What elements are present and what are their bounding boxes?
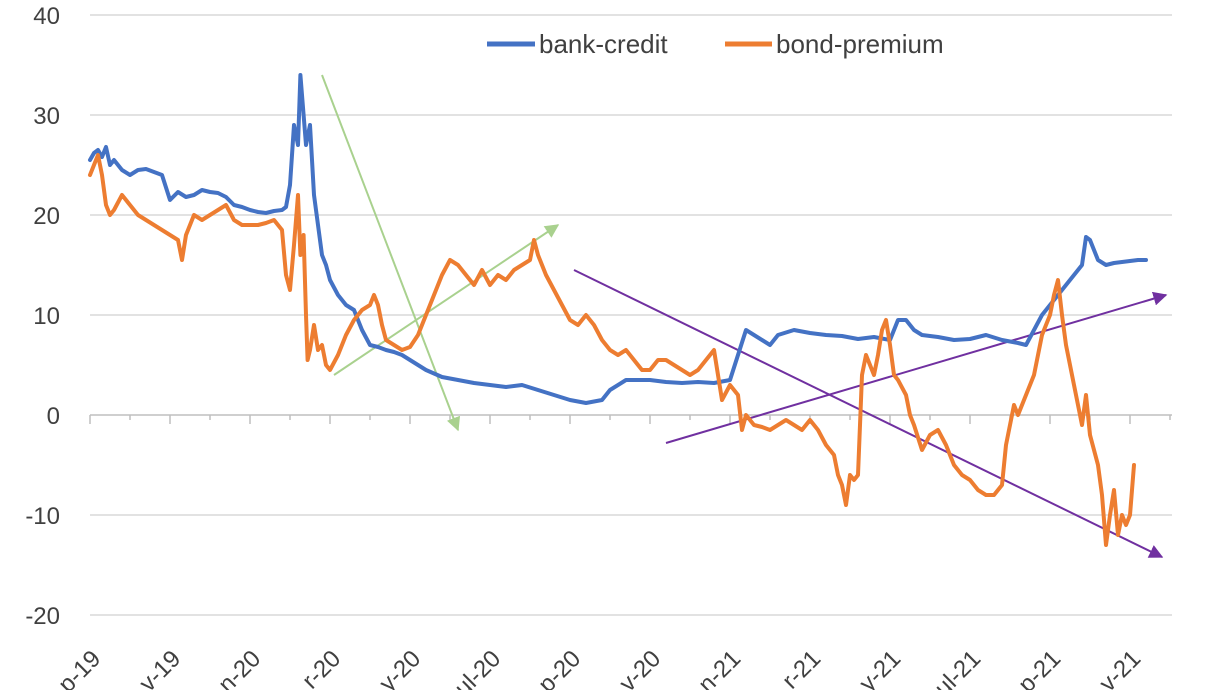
series-line-bond-premium [88, 153, 1136, 547]
x-tick-label: v-21 [1094, 645, 1146, 690]
green-arrow-up [333, 224, 560, 376]
legend-label-bond-premium: bond-premium [776, 29, 944, 59]
y-tick-label: 20 [33, 203, 60, 230]
series-line-bank-credit [88, 73, 1148, 405]
y-tick-label: 40 [33, 3, 60, 30]
x-tick-label: v-19 [134, 645, 186, 690]
y-tick-label: 10 [33, 303, 60, 330]
x-tick-label: n-20 [213, 645, 266, 690]
y-tick-label: -10 [25, 503, 60, 530]
x-tick-label: v-20 [614, 645, 666, 690]
x-tick-label: y-21 [854, 645, 906, 690]
x-tick-label: p-21 [1013, 645, 1066, 690]
x-tick-label: r-21 [777, 645, 826, 690]
green-arrow-down [321, 74, 461, 432]
x-axis [89, 414, 1172, 424]
y-tick-label: 30 [33, 103, 60, 130]
x-tick-label: ul-21 [929, 645, 986, 690]
purple-arrow-down [573, 269, 1164, 558]
legend: bank-credit bond-premium [487, 29, 944, 59]
x-tick-label: y-20 [374, 645, 426, 690]
x-tick-label: ul-20 [449, 645, 506, 690]
series-lines [88, 73, 1148, 547]
legend-label-bank-credit: bank-credit [539, 29, 668, 59]
gridlines [90, 14, 1172, 616]
x-axis-tick-labels: p-19 v-19 n-20 r-20 y-20 ul-20 p-20 v-20 n-21 r-2… [53, 645, 1146, 690]
x-tick-label: p-20 [533, 645, 586, 690]
y-tick-label: 0 [47, 403, 60, 430]
x-tick-label: p-19 [53, 645, 106, 690]
y-tick-label: -20 [25, 603, 60, 630]
x-tick-label: r-20 [297, 645, 346, 690]
y-axis-tick-labels: 40 30 20 10 0 -10 -20 [25, 3, 60, 630]
x-tick-label: n-21 [693, 645, 746, 690]
